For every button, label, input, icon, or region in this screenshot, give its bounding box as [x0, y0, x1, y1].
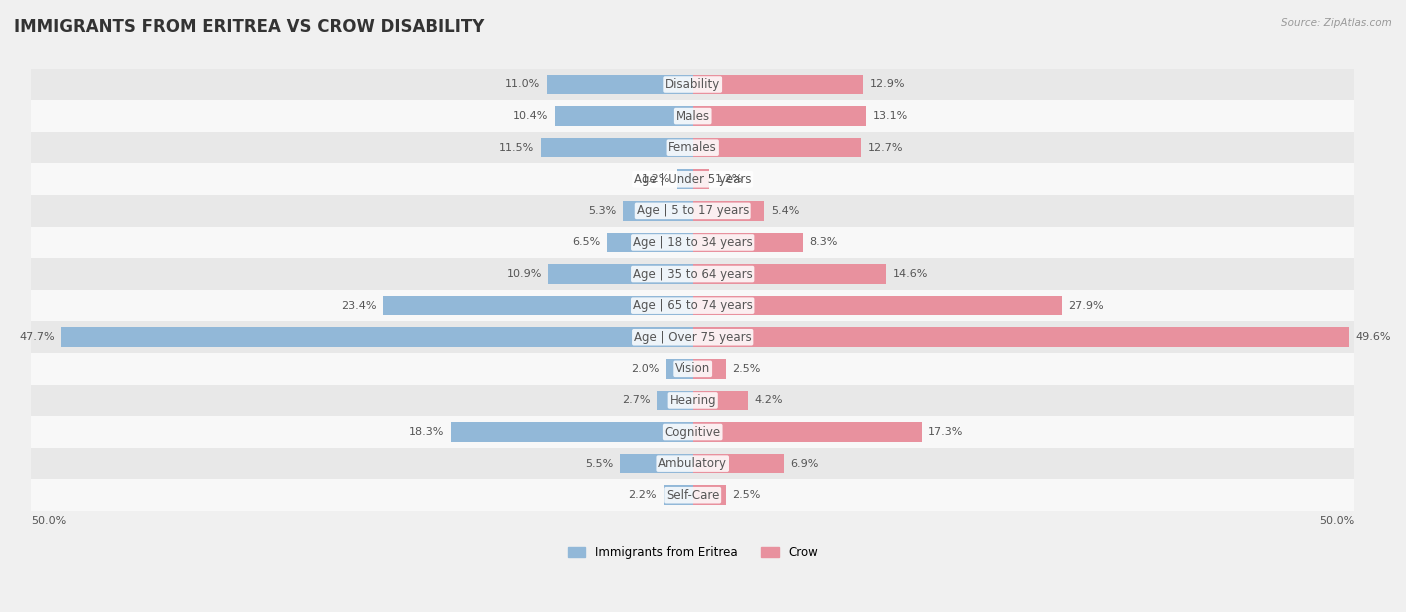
Text: 18.3%: 18.3% — [409, 427, 444, 437]
Bar — [31, 163, 1354, 195]
Text: 11.5%: 11.5% — [499, 143, 534, 152]
Text: 4.2%: 4.2% — [755, 395, 783, 405]
Bar — [31, 321, 1354, 353]
Bar — [31, 353, 1354, 384]
Bar — [31, 290, 1354, 321]
Text: 23.4%: 23.4% — [340, 300, 377, 311]
Text: 11.0%: 11.0% — [505, 80, 540, 89]
Text: IMMIGRANTS FROM ERITREA VS CROW DISABILITY: IMMIGRANTS FROM ERITREA VS CROW DISABILI… — [14, 18, 485, 36]
Bar — [31, 384, 1354, 416]
Bar — [620, 454, 693, 474]
Bar — [676, 170, 693, 189]
Text: Disability: Disability — [665, 78, 720, 91]
Bar — [31, 448, 1354, 479]
Bar — [693, 390, 748, 410]
Bar — [547, 75, 693, 94]
Text: 6.5%: 6.5% — [572, 237, 600, 247]
Text: 50.0%: 50.0% — [31, 516, 66, 526]
Bar — [693, 454, 785, 474]
Text: 2.5%: 2.5% — [733, 490, 761, 500]
Bar — [607, 233, 693, 252]
Bar — [666, 359, 693, 379]
Text: 17.3%: 17.3% — [928, 427, 963, 437]
Text: Hearing: Hearing — [669, 394, 716, 407]
Bar — [693, 170, 709, 189]
Bar — [31, 69, 1354, 100]
Text: 13.1%: 13.1% — [873, 111, 908, 121]
Bar — [693, 138, 860, 157]
Text: Age | 5 to 17 years: Age | 5 to 17 years — [637, 204, 749, 217]
Text: 1.2%: 1.2% — [641, 174, 671, 184]
Text: Source: ZipAtlas.com: Source: ZipAtlas.com — [1281, 18, 1392, 28]
Bar — [693, 485, 725, 505]
Text: 2.0%: 2.0% — [631, 364, 659, 374]
Bar — [382, 296, 693, 315]
Bar — [31, 100, 1354, 132]
Bar — [693, 327, 1350, 347]
Text: Self-Care: Self-Care — [666, 489, 720, 502]
Bar — [693, 75, 863, 94]
Text: 1.2%: 1.2% — [716, 174, 744, 184]
Bar — [31, 132, 1354, 163]
Text: 8.3%: 8.3% — [810, 237, 838, 247]
Bar — [693, 296, 1062, 315]
Text: 50.0%: 50.0% — [1319, 516, 1354, 526]
Bar — [657, 390, 693, 410]
Bar — [31, 479, 1354, 511]
Bar — [540, 138, 693, 157]
Bar — [555, 106, 693, 126]
Text: 47.7%: 47.7% — [20, 332, 55, 342]
Text: Females: Females — [668, 141, 717, 154]
Text: Age | 35 to 64 years: Age | 35 to 64 years — [633, 267, 752, 280]
Text: Ambulatory: Ambulatory — [658, 457, 727, 470]
Text: Age | Under 5 years: Age | Under 5 years — [634, 173, 751, 186]
Text: 14.6%: 14.6% — [893, 269, 928, 279]
Text: 10.4%: 10.4% — [513, 111, 548, 121]
Bar — [693, 106, 866, 126]
Text: Cognitive: Cognitive — [665, 425, 721, 439]
Bar — [693, 264, 886, 284]
Bar — [664, 485, 693, 505]
Text: 6.9%: 6.9% — [790, 458, 820, 469]
Text: 49.6%: 49.6% — [1355, 332, 1391, 342]
Text: 12.9%: 12.9% — [870, 80, 905, 89]
Text: 27.9%: 27.9% — [1069, 300, 1104, 311]
Bar — [693, 359, 725, 379]
Text: 10.9%: 10.9% — [506, 269, 541, 279]
Text: 5.4%: 5.4% — [770, 206, 799, 216]
Text: 2.5%: 2.5% — [733, 364, 761, 374]
Bar — [31, 416, 1354, 448]
Bar — [31, 258, 1354, 290]
Bar — [693, 233, 803, 252]
Bar — [31, 226, 1354, 258]
Bar — [450, 422, 693, 442]
Bar — [31, 195, 1354, 226]
Text: Vision: Vision — [675, 362, 710, 375]
Bar — [548, 264, 693, 284]
Text: 12.7%: 12.7% — [868, 143, 903, 152]
Text: 2.2%: 2.2% — [628, 490, 657, 500]
Text: Age | 65 to 74 years: Age | 65 to 74 years — [633, 299, 752, 312]
Text: 2.7%: 2.7% — [621, 395, 651, 405]
Text: 5.5%: 5.5% — [585, 458, 613, 469]
Text: Males: Males — [676, 110, 710, 122]
Text: Age | 18 to 34 years: Age | 18 to 34 years — [633, 236, 752, 249]
Text: Age | Over 75 years: Age | Over 75 years — [634, 330, 752, 344]
Bar — [623, 201, 693, 221]
Legend: Immigrants from Eritrea, Crow: Immigrants from Eritrea, Crow — [562, 542, 823, 564]
Bar — [693, 422, 922, 442]
Bar — [62, 327, 693, 347]
Bar — [693, 201, 765, 221]
Text: 5.3%: 5.3% — [588, 206, 616, 216]
